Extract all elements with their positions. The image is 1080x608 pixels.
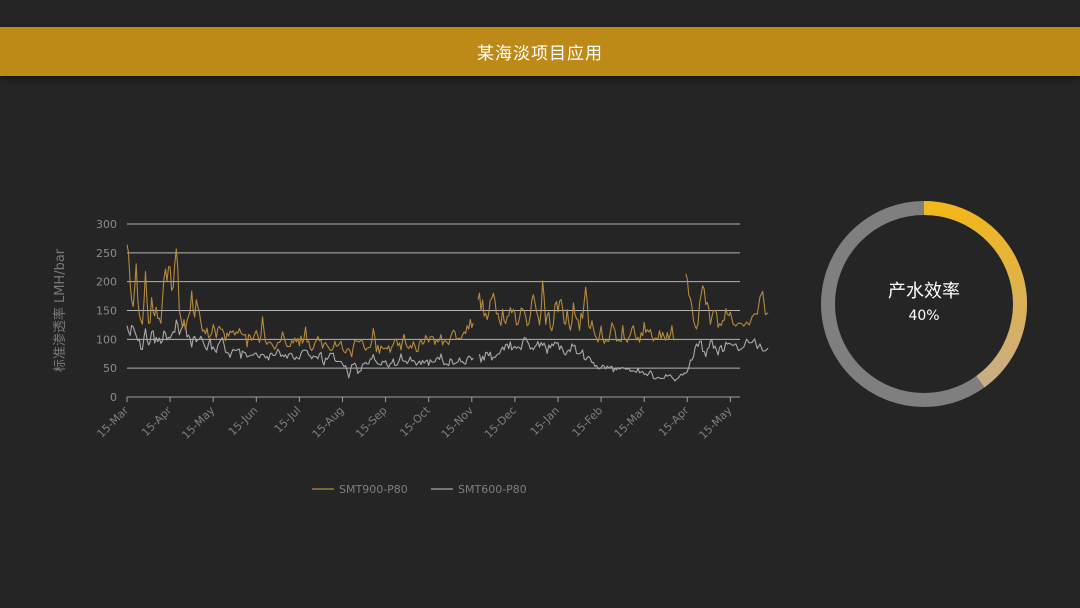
x-tick-label: 15-Apr — [139, 404, 175, 440]
x-tick-label: 15-May — [697, 404, 735, 442]
x-tick-label: 15-Oct — [397, 403, 433, 439]
y-tick-label: 100 — [96, 333, 117, 346]
y-tick-label: 200 — [96, 276, 117, 289]
x-tick-label: 15-Sep — [353, 404, 390, 441]
y-axis-title: 标准渗透率 LMH/bar — [52, 248, 68, 372]
header-bar: 某海淡项目应用 — [0, 27, 1080, 76]
x-tick-label: 15-Mar — [95, 404, 132, 441]
y-tick-label: 150 — [96, 305, 117, 318]
x-tick-label: 15-Mar — [612, 404, 649, 441]
donut-value: 40% — [908, 308, 940, 324]
legend-label-1: SMT900-P80 — [339, 483, 408, 496]
x-tick-label: 15-May — [179, 404, 217, 442]
x-tick-label: 15-Jan — [528, 404, 562, 438]
y-tick-label: 300 — [96, 218, 117, 231]
series-line-1 — [126, 244, 769, 358]
donut-label: 产水效率 — [888, 281, 960, 302]
x-tick-label: 15-Jun — [226, 404, 261, 439]
x-tick-label: 15-Aug — [310, 404, 347, 441]
x-tick-label: 15-Apr — [656, 404, 692, 440]
y-tick-label: 0 — [110, 391, 117, 404]
legend-label-2: SMT600-P80 — [458, 483, 527, 496]
page-title: 某海淡项目应用 — [477, 44, 603, 64]
x-tick-label: 15-Jul — [272, 404, 304, 436]
donut-center-text: 产水效率 40% — [824, 280, 1024, 326]
x-tick-label: 15-Dec — [482, 404, 519, 441]
x-tick-label: 15-Nov — [439, 404, 476, 441]
y-tick-label: 250 — [96, 247, 117, 260]
donut-progress-arc — [923, 201, 1027, 388]
y-tick-label: 50 — [103, 362, 117, 375]
x-tick-label: 15-Feb — [570, 404, 606, 440]
